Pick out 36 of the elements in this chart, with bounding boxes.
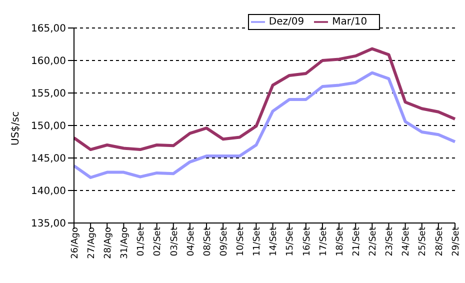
y-tick-label: 155,00 <box>31 88 66 100</box>
x-tick-label: 31/Ago <box>120 226 130 259</box>
x-tick-label: 16/Set <box>302 226 312 256</box>
x-tick-label: 21/Set <box>352 226 362 256</box>
x-tick-label: 29/Set <box>451 226 462 256</box>
x-tick-label: 17/Set <box>318 226 329 256</box>
y-tick-label: 150,00 <box>31 121 66 132</box>
x-tick-label: 01/Set <box>136 226 147 256</box>
x-tick-label: 27/Ago <box>86 226 97 259</box>
x-tick-label: 10/Set <box>236 226 246 256</box>
x-tick-label: 03/Set <box>170 226 180 256</box>
x-tick-label: 26/Ago <box>70 226 80 259</box>
x-tick-label: 25/Set <box>418 226 428 256</box>
x-tick-label: 18/Set <box>335 226 346 256</box>
y-tick-label: 145,00 <box>31 154 66 165</box>
legend-label: Mar/10 <box>332 16 368 28</box>
x-tick-label: 15/Set <box>286 226 296 256</box>
x-tick-label: 22/Set <box>368 226 379 256</box>
x-tick-label: 02/Set <box>153 226 164 256</box>
x-tick-label: 14/Set <box>269 226 280 256</box>
legend-label: Dez/09 <box>268 16 304 28</box>
line-series <box>72 47 456 152</box>
x-tick-label: 08/Set <box>202 226 213 256</box>
x-tick-label: 11/Set <box>252 226 263 256</box>
y-tick-label: 165,00 <box>31 24 66 35</box>
y-axis-title: US$/sc <box>10 111 22 146</box>
x-tick-label: 09/Set <box>219 226 230 256</box>
x-tick-label: 04/Set <box>186 226 196 256</box>
x-tick-label: 28/Set <box>434 226 445 256</box>
line-series <box>72 71 456 179</box>
y-tick-label: 140,00 <box>31 186 66 198</box>
x-tick-label: 23/Set <box>385 226 396 256</box>
y-tick-label: 135,00 <box>31 218 66 230</box>
x-tick-label: 24/Set <box>402 226 412 256</box>
y-tick-label: 160,00 <box>31 56 66 68</box>
x-tick-label: 28/Ago <box>104 226 114 259</box>
